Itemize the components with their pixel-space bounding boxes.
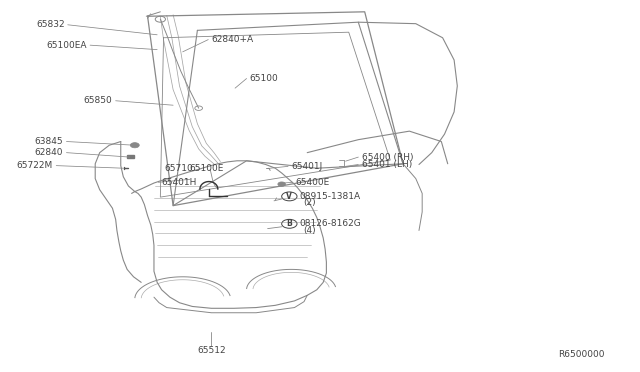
Text: 08126-8162G: 08126-8162G [300, 219, 362, 228]
Text: 65400 (RH): 65400 (RH) [362, 153, 413, 161]
Text: 62840: 62840 [35, 148, 63, 157]
Circle shape [131, 142, 140, 148]
Text: 65832: 65832 [36, 20, 65, 29]
Text: R6500000: R6500000 [557, 350, 604, 359]
Text: 65512: 65512 [197, 346, 226, 355]
Text: 65400E: 65400E [296, 178, 330, 187]
Text: 62840+A: 62840+A [211, 35, 253, 44]
Text: 65401H: 65401H [162, 178, 197, 187]
Text: V: V [287, 192, 292, 201]
Bar [127, 155, 134, 158]
Text: 65710: 65710 [164, 164, 193, 173]
Text: 65100EA: 65100EA [47, 41, 87, 50]
Text: (4): (4) [303, 225, 316, 235]
Circle shape [278, 182, 285, 186]
Text: 65401 (LH): 65401 (LH) [362, 160, 412, 169]
Text: 65850: 65850 [84, 96, 113, 105]
Text: 65100E: 65100E [189, 164, 224, 173]
Text: 08915-1381A: 08915-1381A [300, 192, 361, 201]
Text: B: B [287, 219, 292, 228]
Text: 65401J: 65401J [291, 162, 323, 171]
Text: (2): (2) [303, 198, 316, 207]
Text: 63845: 63845 [35, 137, 63, 146]
Text: 65100: 65100 [250, 74, 278, 83]
Text: 65722M: 65722M [17, 161, 53, 170]
